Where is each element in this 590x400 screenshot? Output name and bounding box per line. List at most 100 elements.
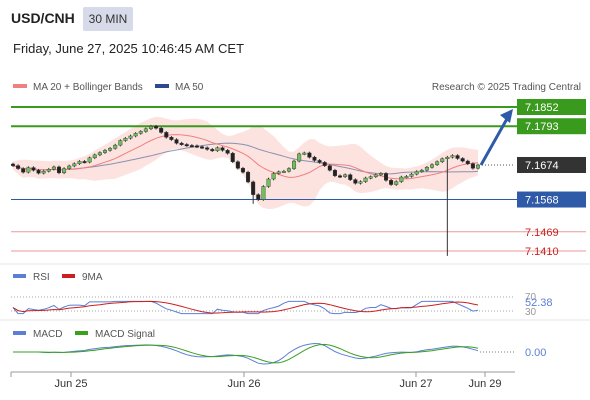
candle-body	[220, 147, 225, 151]
candle-body	[36, 170, 41, 174]
candle-body	[154, 126, 159, 129]
macd-signal-legend-swatch	[75, 331, 88, 335]
candle-body	[358, 181, 363, 184]
candle-body	[56, 166, 61, 174]
minor_support-label: 7.1410	[525, 246, 559, 258]
candle-body	[26, 167, 31, 173]
resistance-tag	[517, 118, 586, 135]
symbol-title: USD/CNH	[11, 10, 75, 26]
candle-body	[246, 171, 251, 183]
candle-body	[67, 165, 72, 169]
x-tick-label: Jun 27	[399, 378, 432, 390]
candle-body	[317, 160, 322, 163]
candle-body	[348, 174, 353, 180]
candle-body	[159, 127, 164, 133]
candle-body	[276, 171, 281, 174]
bollinger-band-fill	[13, 116, 478, 209]
rsi-legend-swatch	[13, 274, 26, 278]
candle-body	[179, 142, 184, 145]
candle-body	[476, 164, 481, 169]
candle-body	[189, 145, 194, 148]
timeframe-badge[interactable]: 30 MIN	[83, 7, 133, 31]
candle-body	[205, 147, 210, 150]
candle-body	[435, 161, 440, 165]
candle-body	[169, 137, 174, 140]
candle-body	[445, 156, 450, 160]
bollinger-bands	[13, 116, 478, 209]
rsi-legend-label: RSI	[33, 272, 50, 283]
candle-body	[210, 149, 215, 152]
candle-body	[256, 194, 261, 200]
candle-body	[31, 167, 36, 171]
rsi-last-label: 52.38	[525, 297, 553, 309]
candle-body	[440, 158, 445, 162]
macd-line	[13, 342, 479, 365]
candle-body	[41, 170, 46, 174]
candle-body	[307, 152, 312, 158]
candle-body	[338, 175, 343, 178]
x-tick-label: Jun 25	[54, 378, 87, 390]
macd-legend: MACD MACD Signal	[13, 329, 155, 340]
resistance-label: 7.1793	[525, 121, 559, 133]
candle-body	[240, 168, 245, 173]
candle-body	[133, 133, 138, 137]
candle-body	[404, 176, 409, 179]
candle-body	[16, 165, 21, 169]
price-level-labels: 7.1852 7.1793 7.1674 7.1568 7.1469 7.1410	[517, 99, 586, 258]
support-tag	[517, 191, 586, 208]
candle-body	[10, 163, 15, 166]
forecast-arrow-head	[500, 109, 513, 123]
macd-legend-label: MACD	[33, 329, 62, 340]
candle-body	[455, 155, 460, 159]
ma50-legend-swatch	[155, 84, 169, 88]
candle-body	[235, 161, 240, 169]
resistance-label: 7.1852	[525, 102, 559, 114]
candle-body	[118, 140, 123, 146]
candle-body	[72, 163, 77, 167]
candle-body	[87, 157, 92, 163]
candle-body	[108, 148, 113, 151]
candle-body	[200, 146, 205, 149]
candle-body	[297, 153, 302, 162]
candle-body	[62, 168, 67, 174]
x-axis: Jun 25 Jun 26 Jun 27 Jun 29	[10, 371, 515, 390]
forecast-arrow-shaft	[479, 116, 510, 166]
candle-body	[343, 174, 348, 177]
x-tick-label: Jun 26	[227, 378, 260, 390]
macd-last-label: 0.00	[525, 347, 546, 359]
macd-legend-swatch	[13, 331, 26, 335]
minor_support-label: 7.1469	[525, 227, 559, 239]
candle-body	[266, 178, 271, 187]
rsi-ma-line	[12, 300, 479, 314]
candle-body	[271, 173, 276, 180]
candle-body	[292, 160, 297, 169]
candle-body	[327, 165, 332, 171]
candle-body	[148, 126, 153, 130]
candle-body	[251, 181, 256, 195]
macd-pane: 0.00	[13, 342, 546, 365]
rsi-30-label: 30	[525, 307, 537, 318]
rsi-ma-legend-swatch	[62, 274, 75, 278]
candle-body	[21, 168, 26, 173]
candle-body	[302, 152, 307, 155]
candle-body	[384, 173, 389, 181]
forecast-arrow	[479, 109, 513, 166]
candle-body	[215, 147, 220, 151]
candle-body	[373, 174, 378, 177]
x-tick-label: Jun 29	[468, 378, 501, 390]
candle-body	[261, 186, 266, 200]
candle-body	[460, 158, 465, 162]
credit-text: Research © 2025 Trading Central	[432, 82, 581, 93]
candle-body	[123, 138, 128, 141]
macd-signal-legend-label: MACD Signal	[95, 329, 155, 340]
candle-body	[322, 162, 327, 166]
candle-body	[230, 153, 235, 162]
candle-body	[394, 181, 399, 185]
candle-body	[194, 145, 199, 148]
candle-body	[470, 163, 475, 169]
candle-body	[450, 155, 455, 158]
candle-body	[389, 180, 394, 185]
candle-body	[225, 150, 230, 154]
